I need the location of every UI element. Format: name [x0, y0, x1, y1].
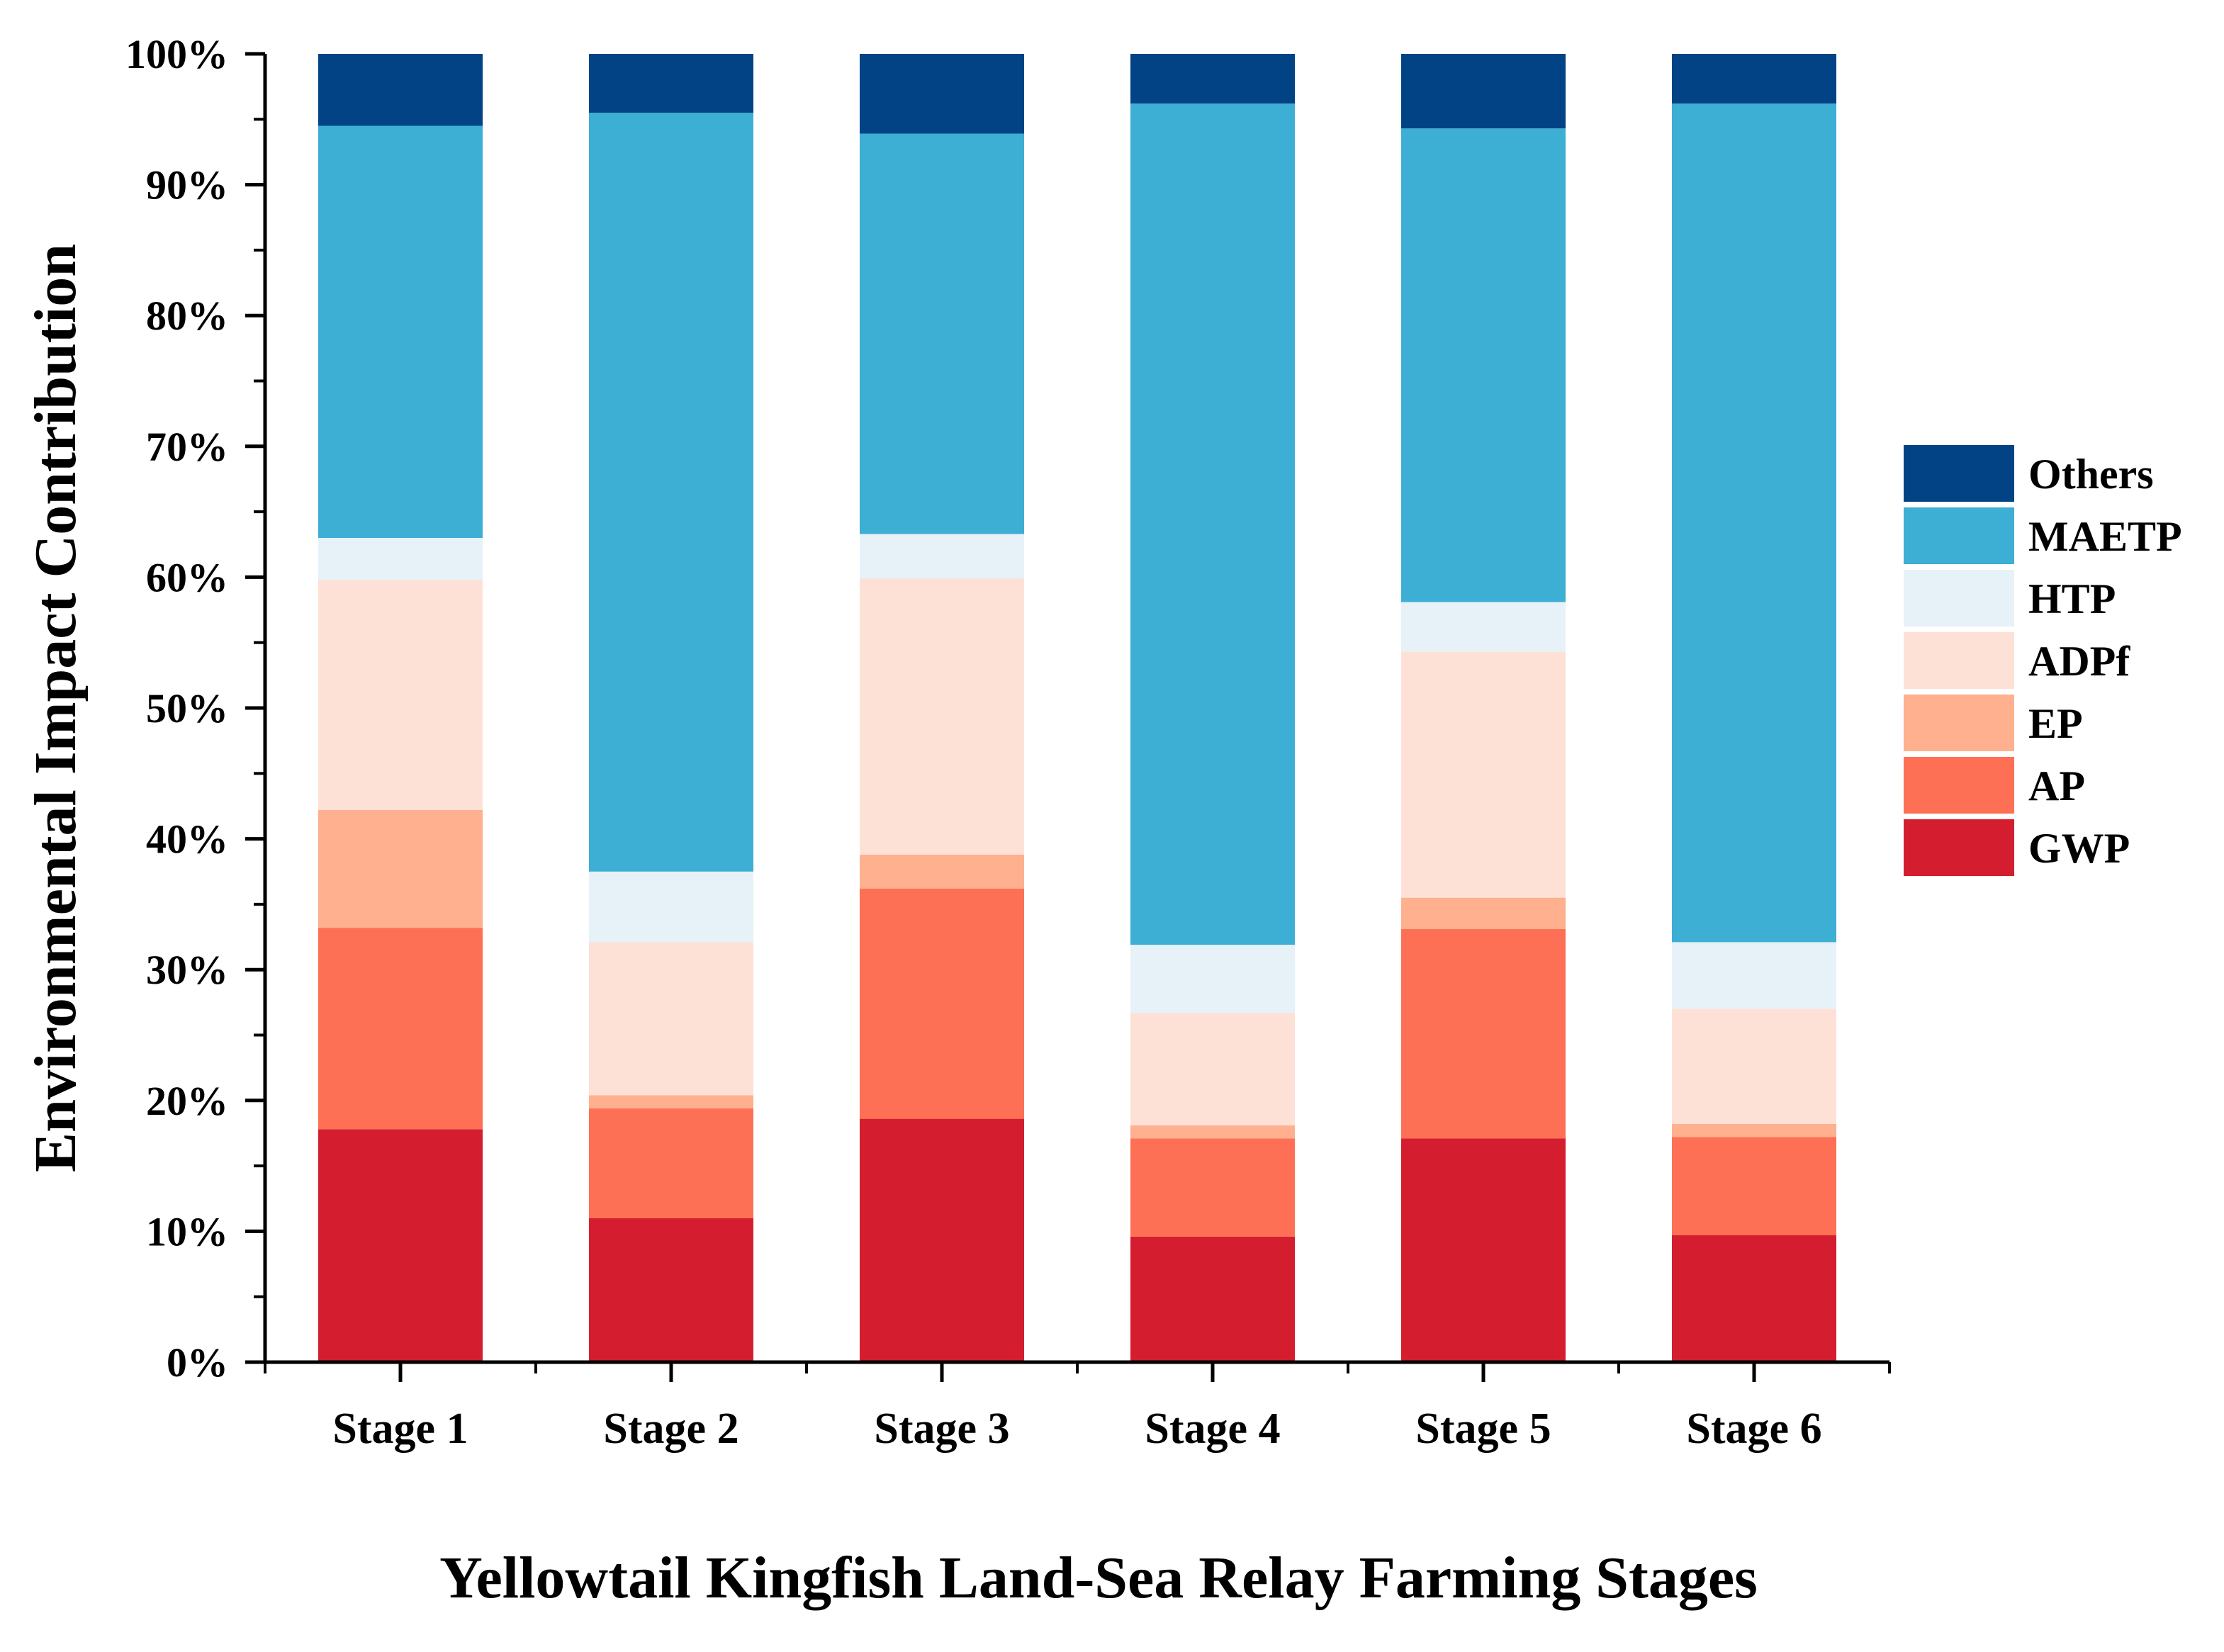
legend-label-maetp: MAETP [2028, 513, 2182, 560]
y-tick-label: 0% [167, 1339, 228, 1386]
bar-segment-maetp-5 [1401, 128, 1566, 602]
x-tick-label: Stage 2 [603, 1405, 738, 1453]
bar-segment-ap-4 [1130, 1138, 1295, 1237]
bar-segment-ap-5 [1401, 929, 1566, 1139]
bar-segment-adpf-4 [1130, 1013, 1295, 1125]
bar-segment-others-1 [318, 54, 483, 126]
y-tick-label: 40% [146, 816, 228, 862]
y-tick-label: 100% [125, 31, 228, 77]
bar-segment-others-6 [1672, 54, 1836, 104]
legend-label-adpf: ADPf [2028, 638, 2130, 685]
bar-segment-gwp-6 [1672, 1235, 1836, 1362]
bar-segment-gwp-2 [589, 1218, 753, 1362]
bar-segment-adpf-2 [589, 942, 753, 1096]
legend-label-ep: EP [2028, 700, 2083, 747]
bar-segment-maetp-3 [860, 133, 1024, 534]
y-tick-label: 90% [146, 162, 228, 208]
legend: Others MAETP HTP ADPf EP AP GWP [1904, 445, 2182, 876]
legend-swatch-others [1904, 445, 2014, 502]
legend-swatch-htp [1904, 570, 2014, 626]
bar-segment-ap-2 [589, 1108, 753, 1218]
y-tick-label: 70% [146, 424, 228, 470]
bar-segment-gwp-5 [1401, 1138, 1566, 1362]
bar-segment-ep-1 [318, 810, 483, 928]
bar-segment-maetp-6 [1672, 103, 1836, 943]
bar-segment-htp-2 [589, 871, 753, 943]
bar-segment-gwp-3 [860, 1118, 1024, 1362]
x-tick-label: Stage 1 [332, 1405, 468, 1453]
bar-segment-htp-4 [1130, 945, 1295, 1013]
y-axis-title: Environmental Impact Contribution [23, 244, 89, 1172]
bar-segment-others-5 [1401, 54, 1566, 129]
legend-swatch-ap [1904, 757, 2014, 814]
bar-segment-ap-6 [1672, 1137, 1836, 1235]
y-tick-label: 50% [146, 685, 228, 731]
legend-label-ap: AP [2028, 763, 2085, 809]
axes-layer: 0% 10% 20% 30% 40% 50% 60% 70% 80% 90% 100% Stage 1… [125, 31, 1891, 1453]
bar-segment-adpf-3 [860, 578, 1024, 855]
bar-segment-ep-4 [1130, 1125, 1295, 1139]
y-tick-label: 60% [146, 554, 228, 600]
bar-segment-maetp-1 [318, 125, 483, 538]
bar-segment-adpf-6 [1672, 1008, 1836, 1124]
bar-segment-ep-3 [860, 854, 1024, 889]
legend-swatch-adpf [1904, 632, 2014, 689]
bar-segment-htp-5 [1401, 602, 1566, 652]
bar-segment-maetp-2 [589, 113, 753, 872]
bar-segment-ap-1 [318, 928, 483, 1130]
bar-segment-ap-3 [860, 888, 1024, 1119]
x-axis-title: Yellowtail Kingfish Land-Sea Relay Farmi… [439, 1545, 1758, 1611]
bar-segment-ep-2 [589, 1095, 753, 1108]
bar-segment-ep-6 [1672, 1124, 1836, 1137]
y-tick-label: 80% [146, 293, 228, 339]
bar-segment-gwp-4 [1130, 1236, 1295, 1362]
bar-segment-adpf-5 [1401, 651, 1566, 898]
bar-segment-others-3 [860, 54, 1024, 134]
y-tick-label: 10% [146, 1208, 228, 1254]
bar-segment-maetp-4 [1130, 103, 1295, 945]
bar-segment-gwp-1 [318, 1129, 483, 1362]
bar-segment-htp-3 [860, 534, 1024, 579]
legend-label-gwp: GWP [2028, 825, 2130, 872]
y-tick-label: 30% [146, 947, 228, 993]
bar-segment-adpf-1 [318, 580, 483, 810]
bar-segment-others-2 [589, 54, 753, 113]
x-tick-label: Stage 5 [1415, 1405, 1551, 1453]
legend-swatch-maetp [1904, 507, 2014, 564]
legend-label-htp: HTP [2028, 575, 2116, 622]
bar-segment-htp-1 [318, 538, 483, 580]
bar-segment-htp-6 [1672, 942, 1836, 1009]
x-tick-label: Stage 4 [1145, 1405, 1280, 1453]
legend-label-others: Others [2028, 451, 2154, 498]
legend-swatch-ep [1904, 695, 2014, 751]
bar-segment-ep-5 [1401, 897, 1566, 929]
legend-swatch-gwp [1904, 819, 2014, 876]
x-tick-label: Stage 6 [1686, 1405, 1821, 1453]
y-tick-label: 20% [146, 1078, 228, 1124]
bars-layer [318, 54, 1836, 1362]
bar-segment-others-4 [1130, 54, 1295, 104]
x-tick-label: Stage 3 [874, 1405, 1009, 1453]
